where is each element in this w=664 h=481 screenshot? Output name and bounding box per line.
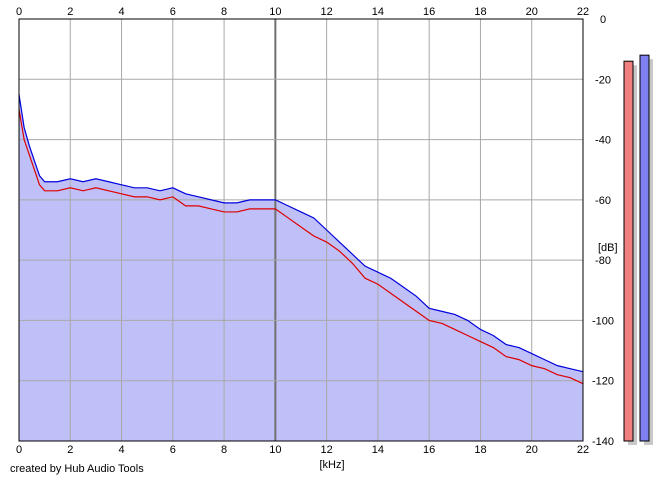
series-line	[18, 109, 584, 385]
x-tick-label-top: 0	[16, 6, 22, 18]
level-meters	[623, 54, 653, 446]
x-tick-label-bottom: 20	[526, 444, 538, 456]
x-tick-label-top: 6	[170, 6, 176, 18]
x-tick-label-top: 18	[474, 6, 486, 18]
x-axis-label: [kHz]	[319, 459, 344, 471]
x-tick-label-top: 12	[321, 6, 333, 18]
series-layer	[18, 18, 584, 442]
series-line	[18, 94, 584, 373]
x-tick-label-bottom: 6	[170, 444, 176, 456]
y-ticks: 0 -20 -40 -60 -80 -100 -120 -140	[592, 14, 614, 448]
y-tick-label: 0	[600, 14, 606, 26]
x-tick-label-top: 4	[118, 6, 124, 18]
x-tick-label-top: 8	[221, 6, 227, 18]
x-tick-label-top: 16	[423, 6, 435, 18]
level-meter-bar	[623, 60, 634, 442]
credit-text: created by Hub Audio Tools	[10, 463, 144, 475]
x-tick-label-bottom: 10	[269, 444, 281, 456]
plot-border	[18, 18, 584, 442]
x-tick-label-top: 20	[526, 6, 538, 18]
x-ticks-bottom: 0 2 4 6 8 10 12 14 16 18 20 22	[16, 444, 589, 456]
x-tick-label-top: 22	[577, 6, 589, 18]
y-tick-label: -120	[592, 376, 614, 388]
x-tick-label-bottom: 8	[221, 444, 227, 456]
x-tick-label-bottom: 12	[321, 444, 333, 456]
x-tick-label-bottom: 2	[67, 444, 73, 456]
x-tick-label-top: 2	[67, 6, 73, 18]
x-tick-label-bottom: 14	[372, 444, 384, 456]
x-tick-label-bottom: 18	[474, 444, 486, 456]
x-tick-label-bottom: 22	[577, 444, 589, 456]
y-tick-label: -40	[595, 135, 611, 147]
y-tick-label: -60	[595, 195, 611, 207]
y-tick-label: -20	[595, 74, 611, 86]
x-ticks-top: 0 2 4 6 8 10 12 14 16 18 20 22	[16, 6, 589, 18]
x-tick-label-top: 14	[372, 6, 384, 18]
x-tick-label-bottom: 4	[118, 444, 124, 456]
x-tick-label-bottom: 0	[16, 444, 22, 456]
y-axis-label: [dB]	[598, 242, 618, 254]
y-tick-label: -140	[592, 436, 614, 448]
level-meter-bar	[639, 54, 650, 442]
x-tick-label-top: 10	[269, 6, 281, 18]
y-tick-label: -100	[592, 315, 614, 327]
y-tick-label: -80	[595, 255, 611, 267]
spectrum-fill-area	[19, 94, 583, 441]
x-tick-label-bottom: 16	[423, 444, 435, 456]
